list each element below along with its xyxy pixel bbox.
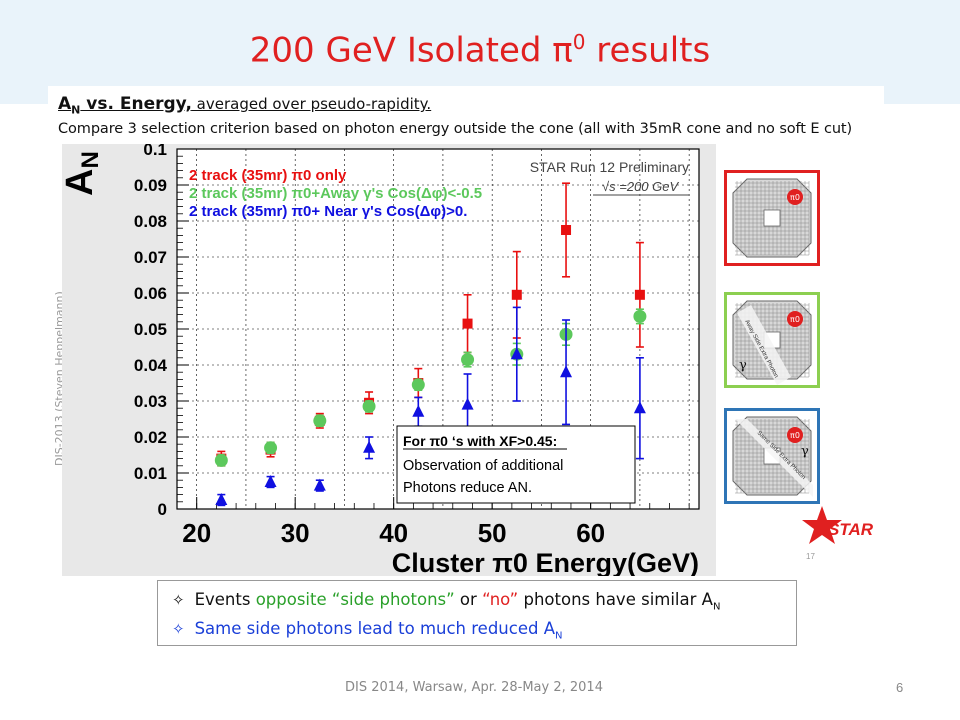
y-tick-label: 0.07 (134, 248, 167, 267)
y-tick-label: 0.02 (134, 428, 167, 447)
thumbnail-no-photon: π0 (724, 170, 820, 266)
note-line-2: Photons reduce AN. (403, 480, 532, 496)
detector-no-photon-icon: π0 (732, 178, 812, 258)
prelim-label: STAR Run 12 Preliminary (530, 159, 689, 175)
pi0-label: π0 (790, 193, 800, 202)
subtitle-line-1: AN vs. Energy, averaged over pseudo-rapi… (58, 94, 432, 117)
thumbnail-away-photon: Away Side Extra Photon π0 γ (724, 292, 820, 388)
gamma-label: γ (801, 444, 809, 459)
data-point-square (634, 289, 645, 300)
bullet-1: ✧ Events opposite “side photons” or “no” … (172, 590, 721, 613)
energy-label: √s =200 GeV (602, 179, 679, 194)
pi0-marker-icon (787, 189, 803, 205)
x-tick-label: 20 (182, 518, 211, 548)
detector-away-photon-icon: Away Side Extra Photon π0γ (732, 300, 812, 385)
x-tick-label: 40 (379, 518, 408, 548)
y-tick-label: 0.06 (134, 284, 167, 303)
y-tick-label: 0.09 (134, 176, 167, 195)
data-point-circle (362, 399, 376, 413)
bullet-box: ✧ Events opposite “side photons” or “no” … (157, 580, 797, 646)
star-logo: STAR (800, 504, 880, 557)
photon-band (735, 419, 813, 497)
legend-entry: 2 track (35mr) π0+Away γ's Cos(Δφ)<-0.5 (189, 185, 482, 202)
y-tick-label: 0.04 (134, 356, 168, 375)
x-tick-label: 50 (478, 518, 507, 548)
data-point-circle (461, 353, 475, 367)
footer-text: DIS 2014, Warsaw, Apr. 28-May 2, 2014 (345, 680, 603, 695)
data-point-circle (264, 441, 278, 455)
legend-entry: 2 track (35mr) π0+ Near γ's Cos(Δφ)>0. (189, 203, 467, 220)
detector-hole (763, 209, 781, 227)
chart: 0 0.01 0.02 0.03 0.04 0.05 0.06 0.07 0.08 0.09 0.1… (62, 144, 700, 576)
x-tick-label: 60 (576, 518, 605, 548)
subtitle-line-2: Compare 3 selection criterion based on p… (58, 121, 853, 137)
data-point-square (462, 318, 473, 329)
slide-title: 200 GeV Isolated π0 results (249, 30, 711, 71)
legend-entry: 2 track (35mr) π0 only (189, 167, 347, 184)
y-tick-label: 0.05 (134, 320, 167, 339)
data-point-triangle (633, 401, 646, 414)
data-point-triangle (510, 347, 523, 360)
note-title: For π0 ‘s with XF>0.45: (403, 433, 557, 449)
page-number: 6 (896, 680, 904, 695)
note-line-1: Observation of additional (403, 458, 563, 474)
data-point-circle (411, 378, 425, 392)
x-axis-label: Cluster π0 Energy(GeV) (392, 548, 699, 576)
data-point-triangle (412, 404, 425, 417)
bullet-2-star-icon: ✧ (172, 620, 185, 638)
pi0-label: π0 (790, 315, 800, 324)
small-page-note: 17 (806, 552, 815, 561)
logo-text: STAR (828, 520, 874, 539)
data-point-circle (633, 309, 647, 323)
pi0-marker-icon (787, 311, 803, 327)
bullet-2: ✧ Same side photons lead to much reduced … (172, 619, 563, 642)
data-point-square (561, 225, 572, 235)
data-point-triangle (363, 440, 376, 453)
note-box (396, 425, 636, 504)
pi0-label: π0 (790, 431, 800, 440)
y-tick-label: 0.01 (134, 464, 167, 483)
y-tick-label: 0.1 (143, 144, 167, 159)
star-logo-icon (802, 506, 842, 544)
data-point-triangle (461, 397, 474, 410)
y-axis-label: AN (62, 151, 104, 196)
y-tick-label: 0.08 (134, 212, 167, 231)
y-tick-label: 0.03 (134, 392, 167, 411)
bullet-1-star-icon: ✧ (172, 591, 185, 609)
x-tick-label: 30 (281, 518, 310, 548)
data-point-circle (313, 414, 327, 428)
data-point-triangle (560, 365, 573, 378)
gamma-label: γ (739, 358, 747, 373)
data-point-triangle (313, 478, 326, 491)
data-point-triangle (215, 493, 228, 505)
pi0-marker-icon (787, 427, 803, 443)
subtitle-panel (48, 86, 884, 146)
data-point-circle (214, 453, 228, 467)
data-point-square (511, 289, 522, 300)
data-point-triangle (264, 475, 277, 487)
thumbnail-same-side-photon: Same Side Extra Photon π0 γ (724, 408, 820, 504)
photon-band (737, 305, 791, 385)
y-tick-label: 0 (158, 500, 167, 519)
